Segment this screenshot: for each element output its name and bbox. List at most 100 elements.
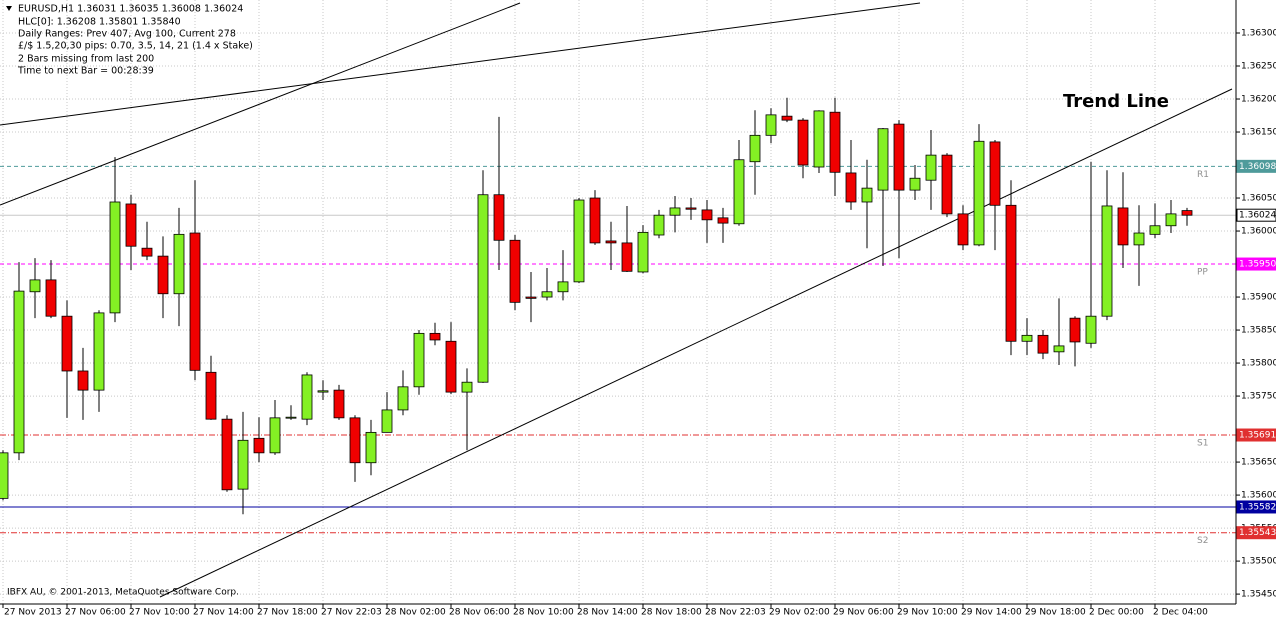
candle-body [1037, 334, 1049, 354]
candle-body [413, 332, 425, 388]
y-tick-label: 1.35750 [1241, 392, 1276, 402]
x-tick-label: 28 Nov 10:00 [513, 608, 574, 618]
x-tick-label: 29 Nov 02:00 [769, 608, 830, 618]
candle-body [509, 239, 521, 303]
x-tick-label: 27 Nov 10:00 [129, 608, 190, 618]
candle-body [941, 154, 953, 215]
candle-body [909, 177, 921, 191]
x-tick-label: 29 Nov 18:00 [1025, 608, 1086, 618]
candle-body [1101, 205, 1113, 317]
y-tick-label: 1.35500 [1241, 557, 1276, 567]
info-line: £/$ 1.5,20,30 pips: 0.70, 3.5, 14, 21 (1… [18, 41, 253, 52]
price-tag-label: 1.36098 [1239, 162, 1276, 172]
candle-body [109, 201, 121, 314]
candle-body [13, 290, 25, 454]
info-texts: EURUSD,H1 1.36031 1.36035 1.36008 1.3602… [6, 4, 1169, 598]
x-tick-label: 27 Nov 18:00 [257, 608, 318, 618]
candle-body [925, 154, 937, 181]
x-tick-label: 27 Nov 06:00 [65, 608, 126, 618]
y-tick-label: 1.35600 [1241, 491, 1276, 501]
axis-labels: 1.36300 1.36250 1.36200 1.36150 1.36050 1.360… [2, 29, 1276, 618]
trend-line [0, 2, 521, 206]
candle-body [1069, 317, 1081, 343]
candle-body [365, 431, 377, 464]
candle-body [237, 439, 249, 490]
candle-body [989, 141, 1001, 206]
candle-body [1149, 225, 1161, 235]
candle-body [173, 233, 185, 295]
info-line: EURUSD,H1 1.36031 1.36035 1.36008 1.3602… [18, 4, 243, 15]
candle-body [141, 247, 153, 257]
x-tick-label: 29 Nov 06:00 [833, 608, 894, 618]
candle-body [45, 279, 57, 317]
y-tick-label: 1.36050 [1241, 194, 1276, 204]
candle-body [525, 296, 537, 299]
candle-body [381, 409, 393, 433]
x-tick-label: 2 Dec 04:00 [1153, 608, 1208, 618]
level-name: S1 [1197, 439, 1208, 449]
info-line: HLC[0]: 1.36208 1.35801 1.35840 [18, 17, 181, 28]
candle-body [637, 231, 649, 273]
candle-body [269, 417, 281, 454]
y-tick-label: 1.36250 [1241, 62, 1276, 72]
x-tick-label: 29 Nov 10:00 [897, 608, 958, 618]
candle-body [541, 291, 553, 298]
candle-body [349, 417, 361, 464]
price-tag [1236, 526, 1276, 540]
y-tick-label: 1.35650 [1241, 458, 1276, 468]
candle-body [253, 437, 265, 454]
candle-body [1021, 334, 1033, 342]
x-tick-label: 28 Nov 18:00 [641, 608, 702, 618]
candle-body [621, 242, 633, 272]
level-name: R1 [1197, 170, 1209, 180]
candle-body [29, 279, 41, 293]
y-tick-label: 1.35850 [1241, 326, 1276, 336]
candle-body [77, 370, 89, 391]
menu-triangle [6, 6, 12, 11]
candle-body [557, 281, 569, 293]
level-name: S2 [1197, 536, 1208, 546]
grid [0, 0, 1236, 604]
candle-body [749, 134, 761, 163]
candle-body [573, 199, 585, 283]
candle-body [461, 381, 473, 393]
candle-body [1005, 204, 1017, 342]
candle-body [717, 217, 729, 224]
candle-body [589, 197, 601, 244]
candle-body [157, 255, 169, 295]
candle-body [845, 172, 857, 203]
info-line: Time to next Bar = 00:28:39 [17, 66, 154, 77]
y-tick-label: 1.35800 [1241, 359, 1276, 369]
x-tick-label: 28 Nov 14:00 [577, 608, 638, 618]
x-tick-label: 27 Nov 2013 [4, 608, 62, 618]
levels: R1 PP S1 S2 [0, 165, 1236, 546]
price-tag-label: 1.35543 [1239, 528, 1276, 538]
x-tick-label: 28 Nov 06:00 [449, 608, 510, 618]
x-tick-label: 29 Nov 14:00 [961, 608, 1022, 618]
candle-body [861, 187, 873, 203]
price-tag-label: 1.35691 [1239, 431, 1276, 441]
candle-body [1133, 232, 1145, 246]
candle-body [205, 371, 217, 420]
level-name: PP [1197, 268, 1208, 278]
candle-body [669, 207, 681, 216]
candle-body [93, 312, 105, 391]
candle-body [957, 213, 969, 246]
trend-line-label: Trend Line [1063, 91, 1169, 112]
candle-body [477, 194, 489, 383]
price-tag [1236, 500, 1276, 514]
y-tick-label: 1.36150 [1241, 128, 1276, 138]
candle-body [125, 203, 137, 247]
candle-body [813, 110, 825, 168]
price-tag-label: 1.35950 [1239, 260, 1276, 270]
candle-body [829, 111, 841, 173]
y-tick-label: 1.35900 [1241, 293, 1276, 303]
y-tick-label: 1.35450 [1241, 590, 1276, 600]
candle-body [701, 209, 713, 221]
candle-body [781, 115, 793, 121]
candle-body [333, 389, 345, 419]
copyright: IBFX AU, © 2001-2013, MetaQuotes Softwar… [7, 588, 239, 598]
candle-body [1181, 210, 1193, 216]
candle-body [1117, 207, 1129, 246]
